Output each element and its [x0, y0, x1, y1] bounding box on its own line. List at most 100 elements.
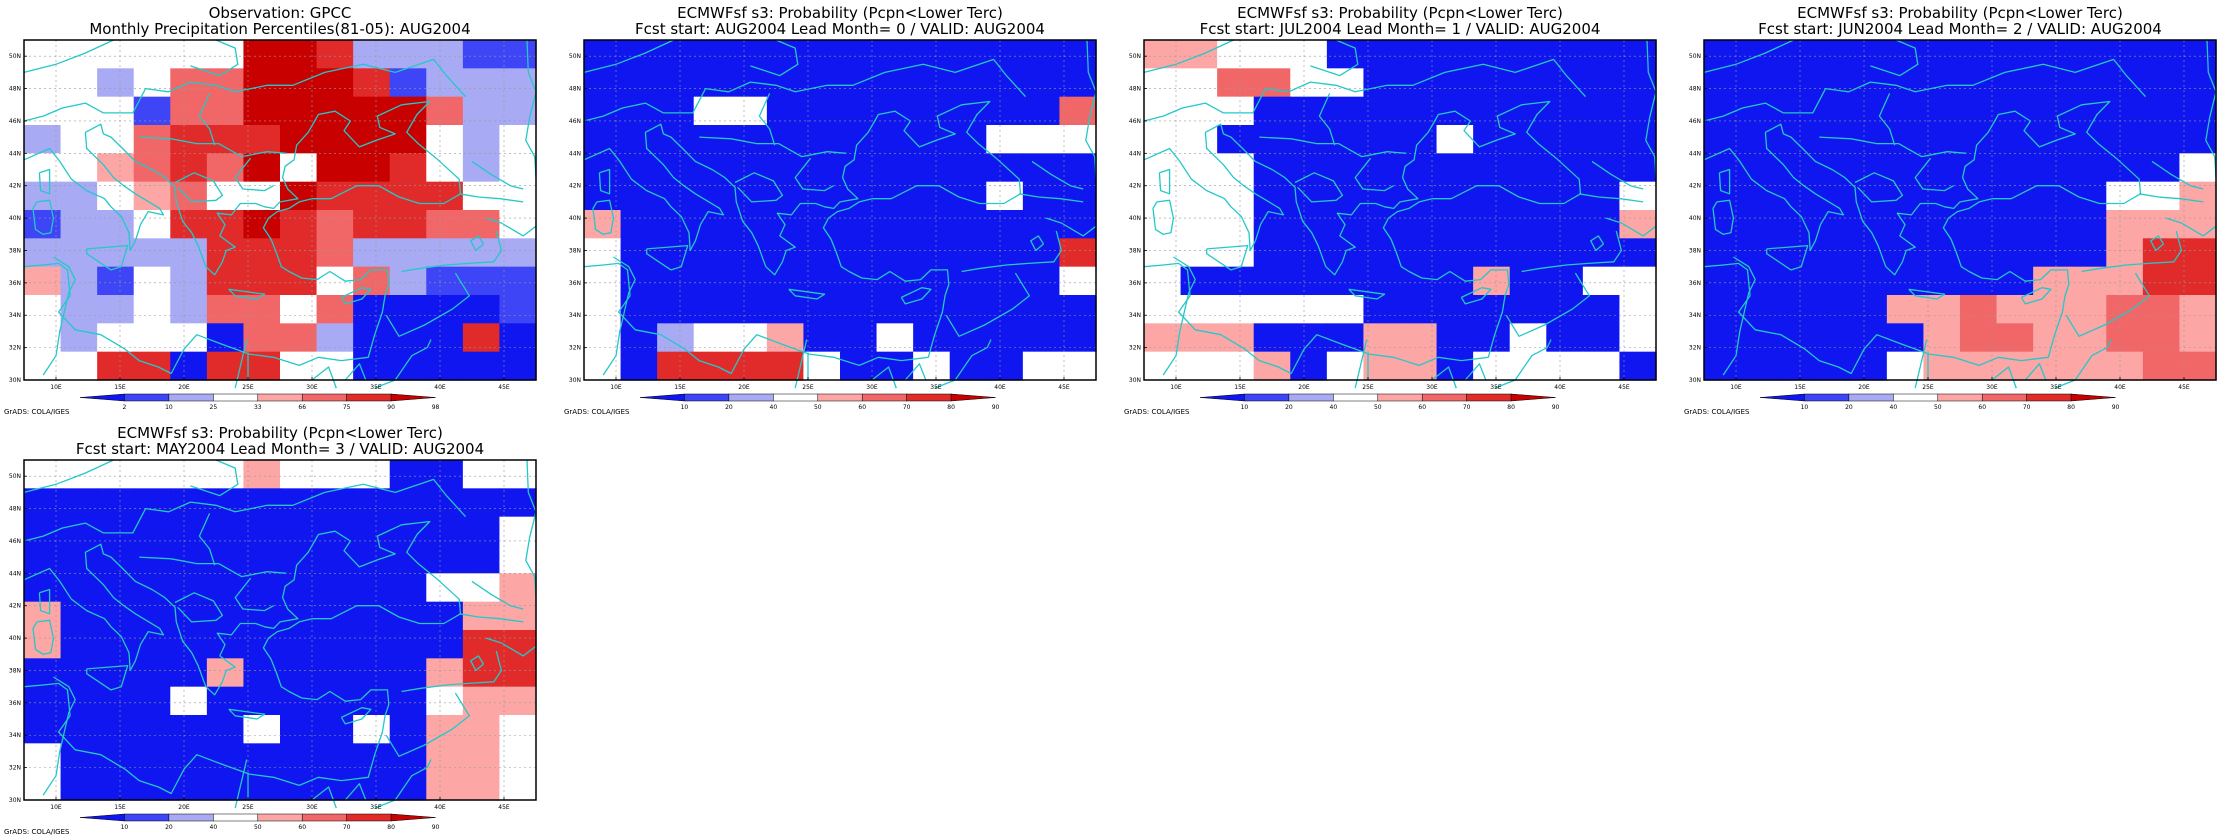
coastline — [583, 39, 674, 74]
grid-cell — [426, 545, 464, 574]
coastline — [1259, 136, 1407, 158]
grid-cell — [1582, 125, 1621, 154]
grid-cell — [803, 40, 841, 69]
grid-cell — [1923, 210, 1961, 239]
coastline — [311, 786, 337, 809]
grid-cell — [803, 351, 841, 381]
lat-tick-label: 32N — [1129, 345, 1141, 352]
grid-cell — [1059, 238, 1097, 268]
grid-cell — [876, 153, 914, 183]
coastline — [1722, 256, 1756, 376]
panel-lead1: ECMWFsf s3: Probability (Pcpn<Lower Terc… — [1120, 0, 1680, 420]
grid-cell — [584, 238, 622, 268]
grid-cell — [1923, 351, 1961, 381]
grid-cell — [1180, 266, 1218, 296]
grid-cell — [243, 771, 281, 801]
grid-cell — [243, 630, 281, 659]
grid-cell — [243, 295, 281, 324]
grid-cell — [2106, 125, 2144, 154]
grid-cell — [1777, 68, 1815, 98]
grid-cell — [462, 351, 501, 381]
grid-cell — [986, 295, 1024, 324]
grid-cell — [2069, 153, 2107, 183]
grid-cell — [426, 460, 464, 489]
grid-cell — [389, 771, 427, 801]
grid-cell — [97, 238, 135, 268]
grid-cell — [389, 295, 427, 324]
grid-cell — [730, 210, 768, 239]
grid-cell — [60, 630, 98, 659]
grid-cell — [462, 630, 501, 659]
lat-tick-label: 48N — [1129, 86, 1141, 93]
grid-cell — [316, 68, 354, 98]
grid-cell — [243, 210, 281, 239]
grid-cell — [60, 460, 98, 489]
grid-cell — [280, 125, 318, 154]
grid-cell — [462, 545, 501, 574]
grid-cell — [462, 125, 501, 154]
lon-tick-label: 30E — [306, 804, 318, 811]
coastline — [2020, 287, 2052, 305]
colorbar-label: 50 — [814, 404, 822, 411]
lat-tick-label: 44N — [1129, 150, 1141, 157]
colorbar-label: 98 — [432, 404, 440, 411]
lat-tick-label: 34N — [1129, 312, 1141, 319]
coastline — [470, 655, 485, 672]
grid-cell — [170, 40, 208, 69]
coastline — [23, 520, 462, 795]
grid-cell — [803, 266, 841, 296]
grid-cell — [462, 460, 501, 489]
grid-cell — [1436, 153, 1474, 183]
colorbar-end-high — [1510, 393, 1556, 402]
colorbar-label: 70 — [1463, 404, 1471, 411]
colorbar-label: 80 — [2067, 404, 2075, 411]
grid-cell — [389, 658, 427, 688]
grid-cell — [353, 181, 391, 211]
grid-cell — [1960, 125, 1998, 154]
lat-tick-label: 38N — [1689, 247, 1701, 254]
colorbar-swatch — [1333, 393, 1379, 402]
panel-lead0: ECMWFsf s3: Probability (Pcpn<Lower Terc… — [560, 0, 1120, 420]
grid-cell — [243, 68, 281, 98]
grid-cell — [1059, 266, 1097, 296]
lat-tick-label: 34N — [569, 312, 581, 319]
coastline — [1914, 157, 1954, 192]
grid-cell — [1290, 210, 1328, 239]
grid-cell — [986, 125, 1024, 154]
coastline — [228, 288, 266, 300]
coastline — [1991, 366, 2017, 389]
grid-cell — [353, 266, 391, 296]
grid-cell — [1217, 96, 1255, 126]
colorbar-swatch — [257, 813, 303, 822]
grid-cell — [840, 295, 878, 324]
grid-cell — [1960, 238, 1998, 268]
grid-cell — [1619, 68, 1657, 98]
grid-cell — [2033, 210, 2071, 239]
grid-cell — [389, 351, 427, 381]
grid-cell — [949, 96, 987, 126]
grid-cell — [1022, 210, 1061, 239]
grid-cell — [133, 323, 171, 353]
grid-cell — [620, 125, 658, 154]
lat-tick-label: 46N — [9, 538, 21, 545]
grid-cell — [1813, 125, 1851, 154]
grid-cell — [2106, 323, 2144, 353]
grid-cell — [1850, 210, 1888, 239]
grid-cell — [1022, 125, 1061, 154]
grid-cell — [1022, 266, 1061, 296]
grid-cell — [949, 295, 987, 324]
colorbar-swatch — [168, 393, 214, 402]
grid-cell — [1253, 323, 1291, 353]
coastline — [592, 199, 615, 235]
grid-cell — [913, 266, 951, 296]
grid-cell — [1582, 210, 1621, 239]
grid-cell — [1996, 153, 2034, 183]
grid-cell — [60, 96, 98, 126]
grid-cell — [949, 181, 987, 211]
coastline — [198, 513, 216, 566]
coastline — [1162, 256, 1196, 376]
grid-cell — [1960, 210, 1998, 239]
colorbar-label: 90 — [1552, 404, 1560, 411]
grid-cell — [693, 40, 731, 69]
lon-tick-label: 10E — [1730, 384, 1742, 391]
